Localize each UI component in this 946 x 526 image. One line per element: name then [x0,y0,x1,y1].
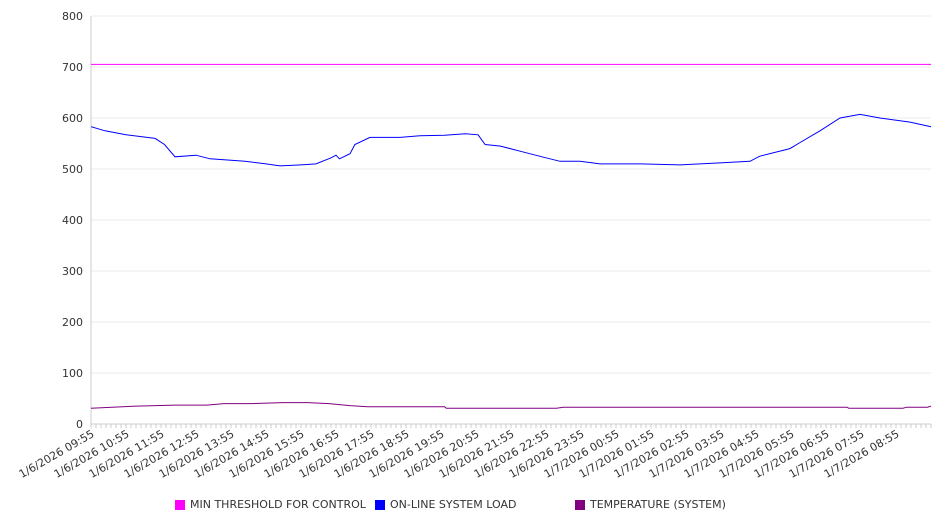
series-line-on-line-system-load [90,113,932,167]
x-axis-ticks: 1/6/2026 09:551/6/2026 10:551/6/2026 11:… [17,424,932,481]
legend-label: ON-LINE SYSTEM LOAD [390,498,517,511]
y-tick-label: 600 [62,112,83,125]
y-axis-ticks: 0 100 200 300 400 500 600 700 800 [62,10,83,431]
series-line-temperature-system [90,402,932,409]
y-tick-label: 700 [62,61,83,74]
y-tick-label: 500 [62,163,83,176]
legend-swatch [175,499,185,510]
y-tick-label: 300 [62,265,83,278]
legend-label: TEMPERATURE (SYSTEM) [590,498,726,511]
y-tick-label: 800 [62,10,83,23]
legend: MIN THRESHOLD FOR CONTROL ON-LINE SYSTEM… [0,498,946,514]
y-tick-label: 200 [62,316,83,329]
grid-lines [91,15,931,374]
legend-label: MIN THRESHOLD FOR CONTROL [190,498,366,511]
y-tick-label: 0 [76,418,83,431]
legend-item-threshold[interactable]: MIN THRESHOLD FOR CONTROL [175,498,366,511]
legend-swatch [375,499,385,510]
line-chart: 0 100 200 300 400 500 600 700 800 1/6/2026 09:55… [17,10,932,481]
y-tick-label: 400 [62,214,83,227]
y-tick-label: 100 [62,367,83,380]
legend-item-temperature[interactable]: TEMPERATURE (SYSTEM) [575,498,726,511]
legend-item-load[interactable]: ON-LINE SYSTEM LOAD [375,498,516,511]
legend-swatch [575,499,585,510]
